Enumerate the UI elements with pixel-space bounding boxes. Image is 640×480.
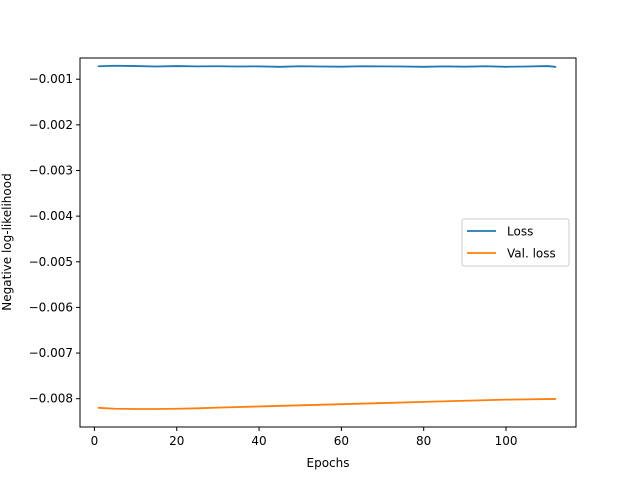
y-tick-label: −0.006 xyxy=(29,300,73,314)
y-tick-label: −0.008 xyxy=(29,392,73,406)
y-tick-label: −0.002 xyxy=(29,118,73,132)
y-axis-ticks: −0.001 −0.002 −0.003 −0.004 −0.005 −0.006 −0.0… xyxy=(29,72,80,406)
x-tick-label: 100 xyxy=(495,434,518,448)
y-tick-label: −0.003 xyxy=(29,164,73,178)
legend: Loss Val. loss xyxy=(461,218,570,267)
x-tick-label: 60 xyxy=(334,434,349,448)
x-axis-ticks: 0 20 40 60 80 100 xyxy=(91,427,518,448)
y-tick-label: −0.001 xyxy=(29,72,73,86)
x-tick-label: 0 xyxy=(91,434,99,448)
plot-frame xyxy=(79,57,577,428)
series-line-val-loss xyxy=(97,398,557,410)
legend-label-loss: Loss xyxy=(507,225,533,239)
y-tick-label: −0.004 xyxy=(29,209,73,223)
x-axis-label: Epochs xyxy=(307,456,350,470)
x-tick-label: 80 xyxy=(416,434,431,448)
legend-label-val-loss: Val. loss xyxy=(507,247,556,261)
x-tick-label: 40 xyxy=(251,434,266,448)
y-tick-label: −0.005 xyxy=(29,255,73,269)
series-line-loss xyxy=(97,64,557,68)
x-tick-label: 20 xyxy=(169,434,184,448)
y-axis-label: Negative log-likelihood xyxy=(0,173,14,310)
y-tick-label: −0.007 xyxy=(29,346,73,360)
series-layer xyxy=(97,64,557,410)
